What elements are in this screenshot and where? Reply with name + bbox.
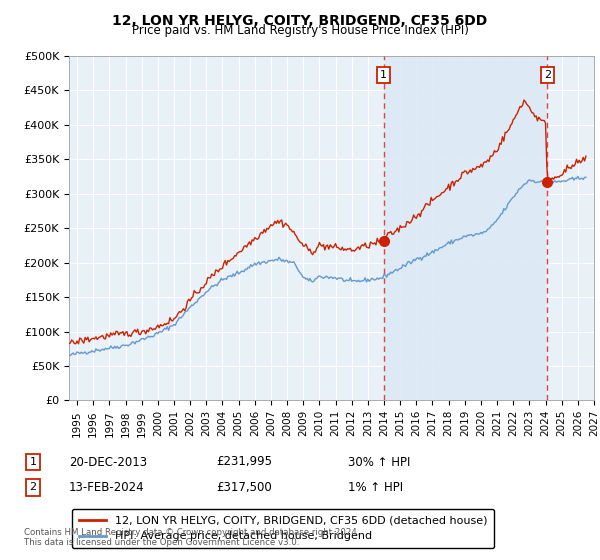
Text: £231,995: £231,995 [216,455,272,469]
Bar [383,56,547,400]
Text: Price paid vs. HM Land Registry's House Price Index (HPI): Price paid vs. HM Land Registry's House … [131,24,469,37]
Text: 1: 1 [29,457,37,467]
Text: 2: 2 [544,71,551,80]
Text: 12, LON YR HELYG, COITY, BRIDGEND, CF35 6DD: 12, LON YR HELYG, COITY, BRIDGEND, CF35 … [112,14,488,28]
Text: 20-DEC-2013: 20-DEC-2013 [69,455,147,469]
Text: 30% ↑ HPI: 30% ↑ HPI [348,455,410,469]
Text: 2: 2 [29,482,37,492]
Text: Contains HM Land Registry data © Crown copyright and database right 2024.
This d: Contains HM Land Registry data © Crown c… [24,528,359,547]
Text: £317,500: £317,500 [216,480,272,494]
Text: 13-FEB-2024: 13-FEB-2024 [69,480,145,494]
Text: 1% ↑ HPI: 1% ↑ HPI [348,480,403,494]
Legend: 12, LON YR HELYG, COITY, BRIDGEND, CF35 6DD (detached house), HPI: Average price: 12, LON YR HELYG, COITY, BRIDGEND, CF35 … [72,509,494,548]
Text: 1: 1 [380,71,387,80]
